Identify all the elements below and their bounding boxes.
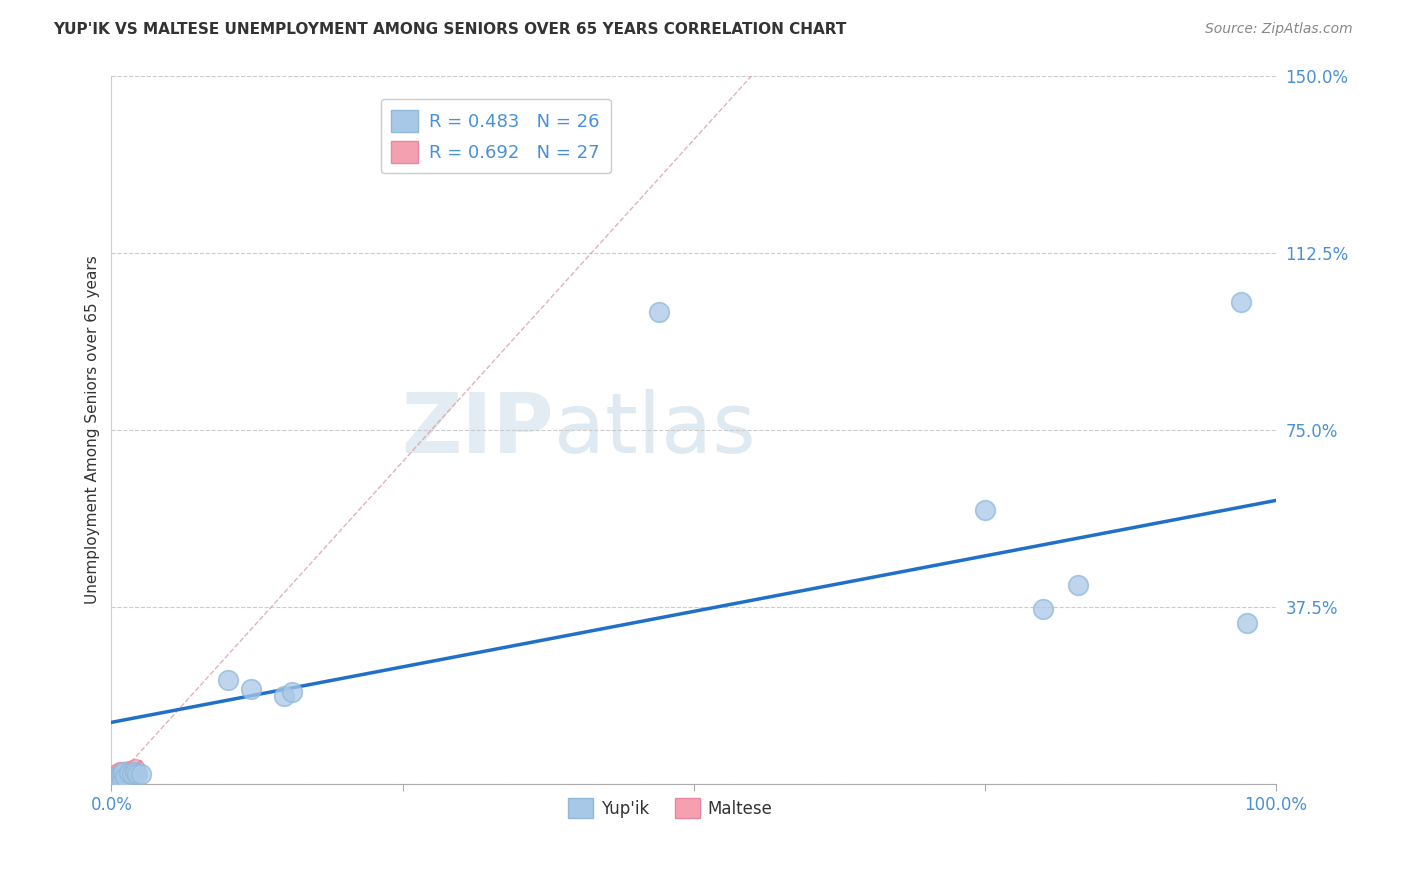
Point [110,772,132,786]
Point [124,764,146,779]
Text: YUP'IK VS MALTESE UNEMPLOYMENT AMONG SENIORS OVER 65 YEARS CORRELATION CHART: YUP'IK VS MALTESE UNEMPLOYMENT AMONG SEN… [53,22,846,37]
Point [105,777,128,791]
Point [110,777,132,791]
Point [104,777,127,791]
Point [111,773,134,788]
Point [129,767,152,781]
Legend: Yup'ik, Maltese: Yup'ik, Maltese [561,791,779,825]
Point [108,774,131,789]
Point [1032,602,1054,616]
Point [118,764,141,778]
Point [112,764,135,779]
Point [107,772,129,786]
Point [103,772,125,786]
Point [112,770,135,784]
Point [115,774,138,789]
Point [111,774,134,789]
Point [111,777,134,791]
Point [240,682,263,697]
Point [104,777,127,791]
Point [103,774,125,789]
Point [973,503,995,517]
Point [104,774,127,789]
Text: atlas: atlas [554,389,755,470]
Point [124,762,146,776]
Point [112,764,135,779]
Point [110,768,132,782]
Point [105,772,128,787]
Point [114,770,136,784]
Point [105,767,128,781]
Point [273,690,295,704]
Point [105,777,128,791]
Point [1230,295,1253,310]
Point [108,776,131,790]
Point [104,770,127,784]
Text: ZIP: ZIP [401,389,554,470]
Point [101,774,124,789]
Point [103,777,125,791]
Point [105,777,128,791]
Point [105,774,128,789]
Point [103,771,125,785]
Point [1236,616,1258,631]
Point [281,684,304,698]
Point [107,777,129,791]
Point [121,767,143,781]
Point [1067,578,1090,592]
Y-axis label: Unemployment Among Seniors over 65 years: Unemployment Among Seniors over 65 years [86,255,100,604]
Point [118,766,141,780]
Point [118,766,141,780]
Point [101,777,124,791]
Point [125,767,148,781]
Point [217,673,239,687]
Point [647,304,669,318]
Point [112,777,135,791]
Point [107,771,129,785]
Text: Source: ZipAtlas.com: Source: ZipAtlas.com [1205,22,1353,37]
Point [108,764,131,779]
Point [114,772,136,786]
